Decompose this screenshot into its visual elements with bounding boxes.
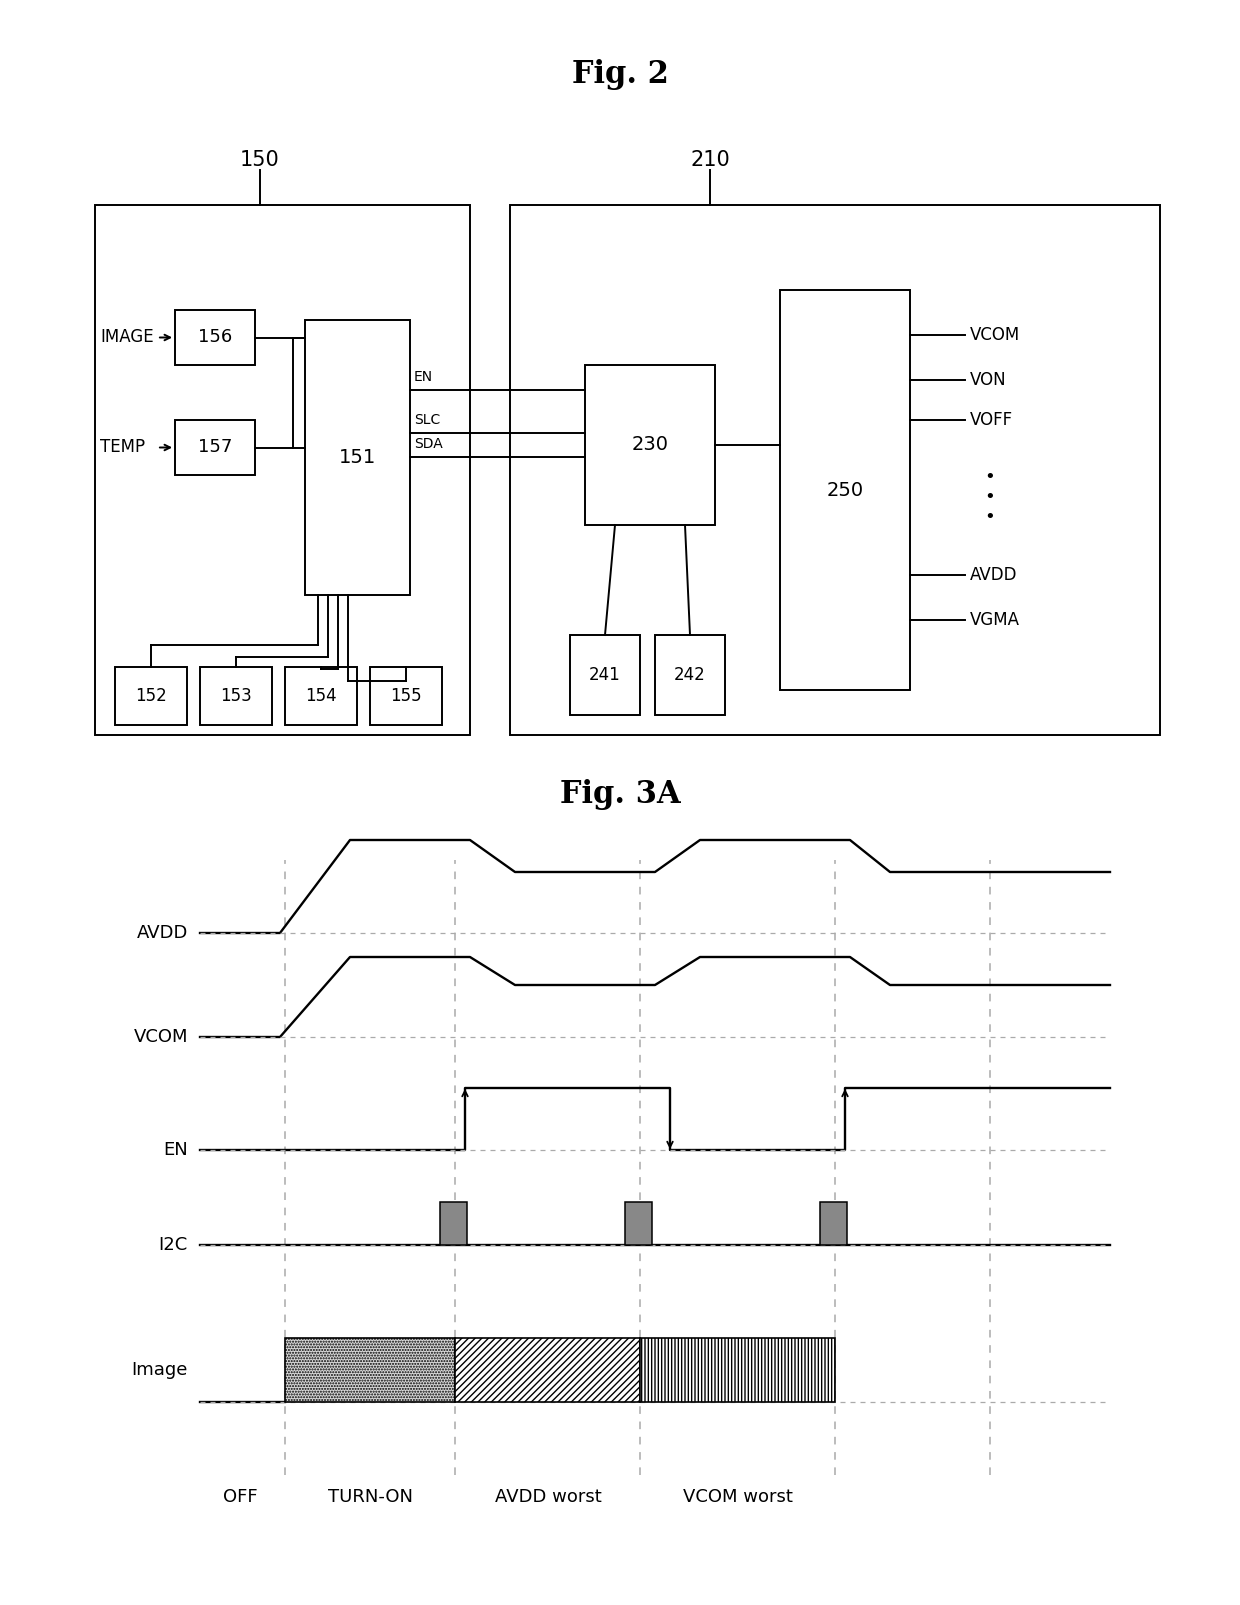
Bar xyxy=(115,668,187,725)
Text: VCOM worst: VCOM worst xyxy=(683,1488,792,1505)
Bar xyxy=(175,310,255,364)
Text: AVDD worst: AVDD worst xyxy=(495,1488,601,1505)
Text: IMAGE: IMAGE xyxy=(100,329,154,347)
Text: 241: 241 xyxy=(589,666,621,684)
Text: EN: EN xyxy=(414,371,433,384)
Text: 152: 152 xyxy=(135,687,167,705)
Bar xyxy=(95,205,470,735)
Bar xyxy=(175,421,255,475)
Bar xyxy=(440,1202,467,1245)
Bar xyxy=(780,291,910,690)
Bar xyxy=(570,636,640,714)
Bar xyxy=(820,1202,847,1245)
Bar xyxy=(455,1339,640,1403)
Text: 230: 230 xyxy=(631,435,668,454)
Text: 156: 156 xyxy=(198,329,232,347)
Text: 150: 150 xyxy=(241,149,280,170)
Text: EN: EN xyxy=(164,1141,188,1159)
Text: VCOM: VCOM xyxy=(970,326,1021,343)
Text: VON: VON xyxy=(970,371,1007,388)
Bar xyxy=(285,668,357,725)
Text: VCOM: VCOM xyxy=(134,1027,188,1046)
Text: TURN-ON: TURN-ON xyxy=(327,1488,413,1505)
Bar xyxy=(510,205,1159,735)
Text: Fig. 3A: Fig. 3A xyxy=(559,780,681,811)
Text: I2C: I2C xyxy=(159,1236,188,1254)
Text: •: • xyxy=(985,509,996,526)
Text: SDA: SDA xyxy=(414,437,443,451)
Text: Fig. 2: Fig. 2 xyxy=(572,59,668,90)
Bar xyxy=(200,668,272,725)
Text: 155: 155 xyxy=(391,687,422,705)
Text: AVDD: AVDD xyxy=(136,924,188,942)
Text: 242: 242 xyxy=(675,666,706,684)
Text: TEMP: TEMP xyxy=(100,438,145,456)
Text: 153: 153 xyxy=(221,687,252,705)
Bar xyxy=(625,1202,652,1245)
Text: 151: 151 xyxy=(339,448,376,467)
Text: VGMA: VGMA xyxy=(970,612,1021,629)
Bar xyxy=(285,1339,455,1403)
Text: 157: 157 xyxy=(198,438,232,456)
Text: •: • xyxy=(985,488,996,507)
Text: 210: 210 xyxy=(691,149,730,170)
Bar xyxy=(655,636,725,714)
Bar xyxy=(585,364,715,525)
Text: •: • xyxy=(985,469,996,486)
Text: Image: Image xyxy=(131,1361,188,1379)
Bar xyxy=(640,1339,835,1403)
Text: OFF: OFF xyxy=(223,1488,258,1505)
Text: VOFF: VOFF xyxy=(970,411,1013,429)
Bar xyxy=(370,668,441,725)
Bar xyxy=(305,319,410,595)
Text: 154: 154 xyxy=(305,687,337,705)
Text: AVDD: AVDD xyxy=(970,567,1018,584)
Text: SLC: SLC xyxy=(414,412,440,427)
Text: 250: 250 xyxy=(826,480,863,499)
